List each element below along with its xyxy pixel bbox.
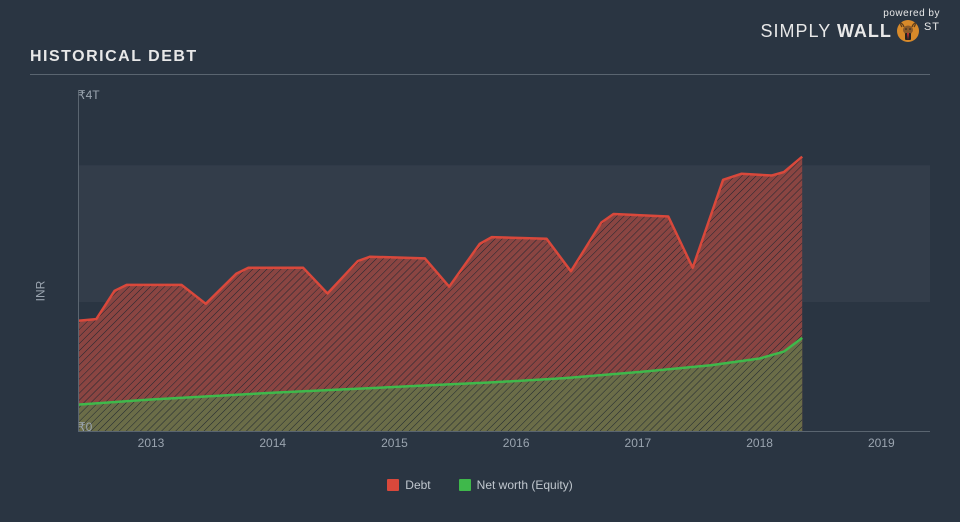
legend-label: Debt — [405, 478, 430, 492]
legend-swatch — [387, 479, 399, 491]
x-tick: 2014 — [259, 436, 286, 450]
x-tick: 2013 — [138, 436, 165, 450]
y-tick-bottom: ₹0 — [78, 420, 92, 434]
legend-item: Net worth (Equity) — [459, 478, 573, 492]
x-tick: 2016 — [503, 436, 530, 450]
plot-area: ₹4T ₹0 — [78, 90, 930, 432]
title-rule — [30, 74, 930, 75]
chart-title: HISTORICAL DEBT — [30, 48, 198, 66]
x-tick: 2015 — [381, 436, 408, 450]
brand-logo: powered by SIMPLY WALL ST — [761, 8, 940, 43]
legend-item: Debt — [387, 478, 430, 492]
chart-container: INR ₹4T ₹0 2013201420152016201720182019 … — [30, 90, 930, 492]
chart-svg — [78, 90, 930, 432]
x-tick: 2017 — [625, 436, 652, 450]
x-tick: 2019 — [868, 436, 895, 450]
x-axis: 2013 2014 2015 2016 2017 2018 2019 — [78, 436, 930, 454]
legend-swatch — [459, 479, 471, 491]
bull-mascot-icon — [896, 19, 920, 43]
powered-by-text: powered by — [761, 8, 940, 19]
x-tick: 2018 — [746, 436, 773, 450]
legend-label: Net worth (Equity) — [477, 478, 573, 492]
legend: Debt Net worth (Equity) — [30, 478, 930, 492]
brand-name: SIMPLY WALL ST — [761, 19, 940, 43]
y-tick-top: ₹4T — [78, 88, 100, 102]
y-axis-label: INR — [33, 281, 47, 302]
